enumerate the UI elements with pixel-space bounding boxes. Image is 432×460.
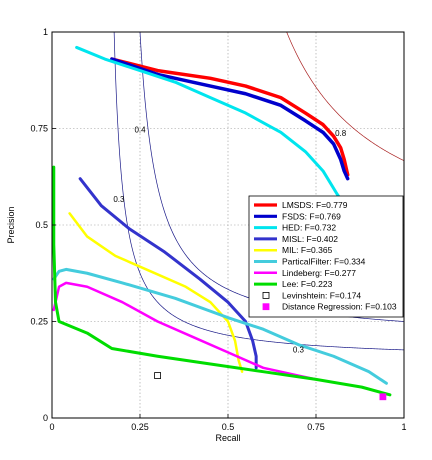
series-line: [52, 267, 388, 385]
series-lines: [52, 45, 392, 401]
axis-ticks: 0 0.25 0.5 0.75 1 0 0.25 0.5 0.75 1: [30, 27, 406, 432]
series-line: [52, 281, 318, 381]
legend-entry: Distance Regression: F=0.103: [282, 302, 397, 312]
legend-entry: FSDS: F=0.769: [282, 211, 341, 221]
contour-label: 0.3: [293, 345, 305, 354]
contour-labels: 0.8 0.4 0.3 0.3: [113, 125, 346, 354]
y-tick-label: 0.5: [35, 220, 48, 230]
legend-entry: ParticalFilter: F=0.334: [282, 257, 366, 267]
x-tick-label: 0.25: [131, 422, 149, 432]
series-point: [379, 393, 387, 401]
x-tick-label: 0.75: [307, 422, 325, 432]
legend-entry: MIL: F=0.365: [282, 245, 333, 255]
y-tick-label: 0.25: [30, 317, 48, 327]
contour-label: 0.4: [134, 125, 146, 134]
x-tick-label: 0: [49, 422, 54, 432]
series-line: [78, 177, 258, 370]
y-tick-label: 1: [43, 27, 48, 37]
legend-entry: Levinshtein: F=0.174: [282, 290, 361, 300]
legend-entry: MISL: F=0.402: [282, 234, 338, 244]
series-line: [52, 165, 392, 397]
contour-line: [113, 32, 404, 351]
y-axis-label: Precision: [6, 206, 16, 243]
series-line: [110, 57, 350, 181]
y-tick-label: 0: [43, 413, 48, 423]
x-tick-label: 0.5: [222, 422, 235, 432]
legend-entry: LMSDS: F=0.779: [282, 200, 348, 210]
x-axis-label: Recall: [215, 433, 240, 443]
legend-entry: HED: F=0.732: [282, 223, 336, 233]
series-line: [68, 212, 244, 373]
y-tick-label: 0.75: [30, 124, 48, 134]
contour-label: 0.8: [335, 129, 347, 138]
series-line: [110, 57, 350, 177]
legend-entry: Lindeberg: F=0.277: [282, 268, 356, 278]
legend-swatch: [262, 303, 270, 311]
x-tick-label: 1: [401, 422, 406, 432]
series-point: [154, 372, 162, 379]
legend-entry: Lee: F=0.223: [282, 279, 333, 289]
contour-label: 0.3: [113, 195, 125, 204]
legend-swatch: [262, 291, 270, 299]
